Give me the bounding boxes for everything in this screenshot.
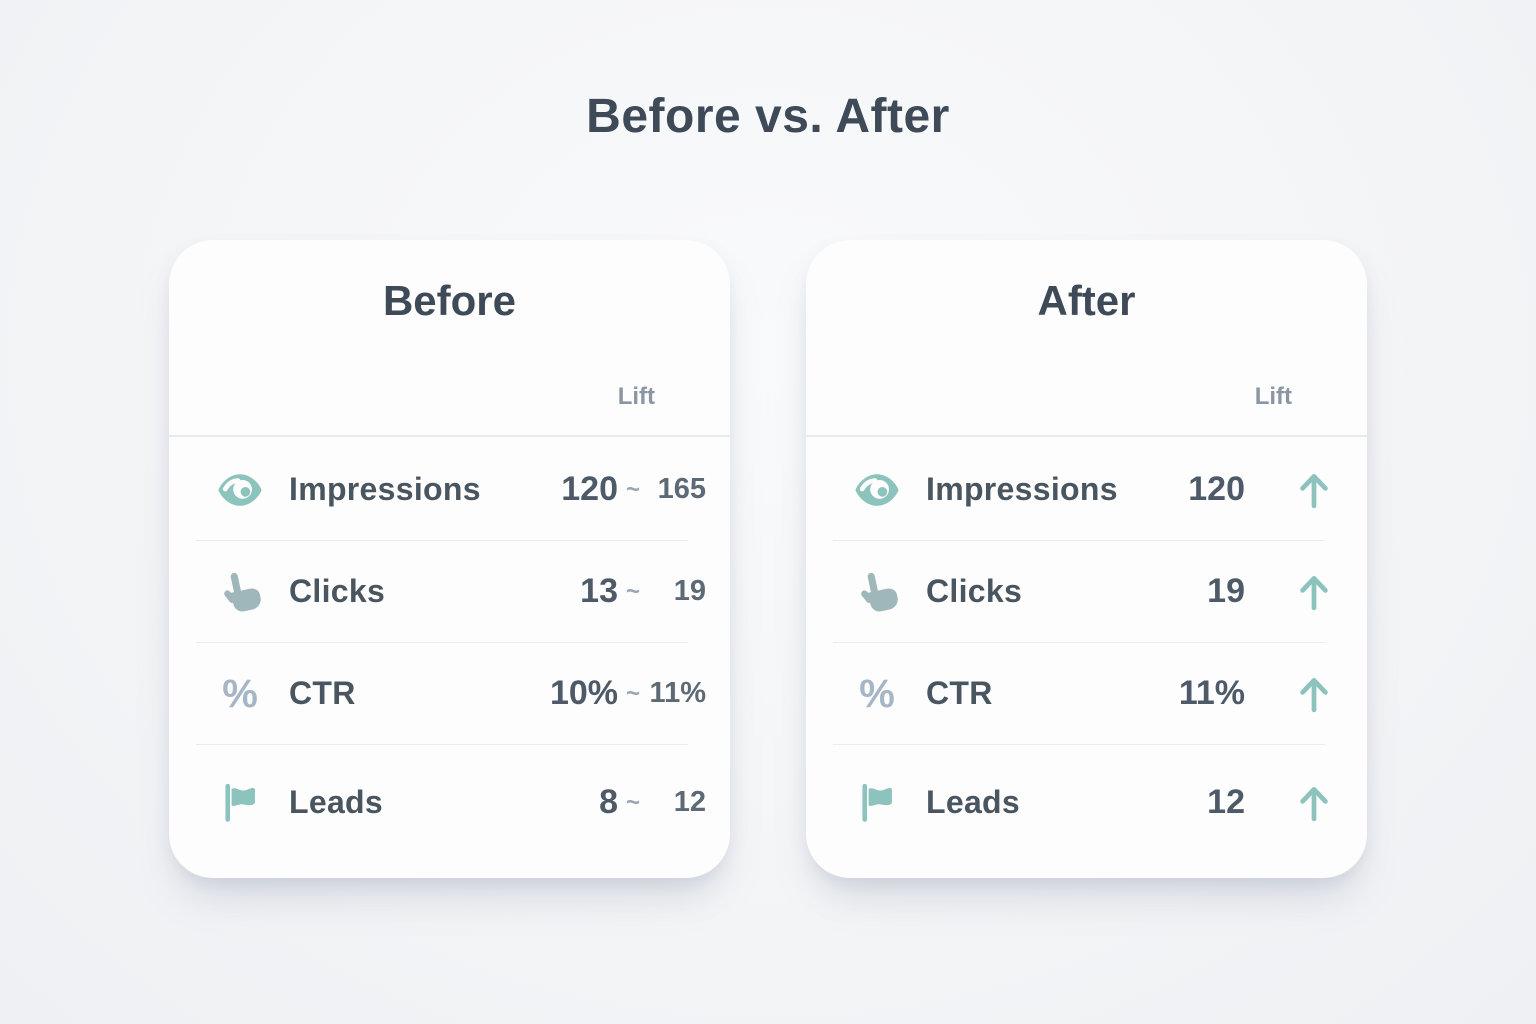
- metric-row-clicks: Clicks 13 ~ 19: [169, 541, 730, 642]
- lift-cell: [1245, 571, 1333, 613]
- metric-label: CTR: [289, 675, 356, 711]
- metric-label: Impressions: [926, 471, 1118, 507]
- metric-label: Leads: [289, 784, 383, 820]
- page-title: Before vs. After: [586, 90, 950, 143]
- up-arrow-icon: [1300, 786, 1328, 821]
- row-divider: [196, 744, 688, 745]
- percent-icon: %: [222, 671, 258, 716]
- after-card: After Lift Impressions 120: [806, 240, 1367, 878]
- metric-value: 8: [599, 783, 618, 821]
- tilde-separator: ~: [625, 577, 640, 605]
- metric-row-impressions: Impressions 120: [806, 439, 1367, 540]
- metric-label: Leads: [926, 784, 1020, 820]
- metric-value: 120: [561, 470, 618, 508]
- metric-label: Clicks: [289, 573, 386, 609]
- lift-cell: [1245, 673, 1333, 715]
- lift-value: 12: [673, 786, 706, 818]
- lift-value: 165: [657, 473, 706, 505]
- row-divider: [833, 642, 1325, 643]
- metric-row-leads: Leads 8 ~ 12: [169, 745, 730, 878]
- row-divider: [833, 540, 1325, 541]
- lift-cell: [1245, 782, 1333, 824]
- up-arrow-icon: [1300, 473, 1328, 508]
- row-divider: [196, 540, 688, 541]
- lift-column-header: Lift: [617, 383, 655, 410]
- lift-value: 11%: [649, 677, 706, 709]
- metric-value: 13: [580, 572, 618, 610]
- eye-icon: [215, 473, 265, 507]
- tilde-separator: ~: [625, 679, 640, 707]
- metric-row-ctr: % CTR 11%: [806, 643, 1367, 744]
- up-arrow-icon: [1300, 575, 1328, 610]
- lift-value: 19: [673, 575, 706, 607]
- tilde-separator: ~: [625, 788, 640, 816]
- tilde-separator: ~: [625, 475, 640, 503]
- lift-cell: [1245, 469, 1333, 511]
- lift-column-header: Lift: [1254, 383, 1292, 410]
- metric-rows: Impressions 120 ~ 165 Clicks: [169, 437, 730, 878]
- up-arrow-icon: [1300, 677, 1328, 712]
- metric-row-clicks: Clicks 19: [806, 541, 1367, 642]
- metric-row-ctr: % CTR 10% ~ 11%: [169, 643, 730, 744]
- before-card: Before Lift Impressions 120 ~ 165: [169, 240, 730, 878]
- metric-value: 12: [1207, 783, 1245, 821]
- metric-value: 120: [1188, 470, 1245, 508]
- hand-pointer-icon: [852, 568, 902, 616]
- metric-label: Clicks: [926, 573, 1023, 609]
- metric-value: 19: [1207, 572, 1245, 610]
- comparison-cards: Before Lift Impressions 120 ~ 165: [0, 240, 1536, 878]
- flag-icon: [215, 780, 265, 826]
- header-divider: [169, 435, 730, 437]
- card-title-before: Before: [382, 277, 517, 324]
- row-divider: [833, 744, 1325, 745]
- header-divider: [806, 435, 1367, 437]
- row-divider: [196, 642, 688, 643]
- hand-pointer-icon: [215, 568, 265, 616]
- metric-rows: Impressions 120: [806, 437, 1367, 878]
- metric-value: 10%: [549, 674, 618, 712]
- metric-row-leads: Leads 12: [806, 745, 1367, 878]
- flag-icon: [852, 780, 902, 826]
- metric-value: 11%: [1178, 674, 1245, 712]
- metric-label: Impressions: [289, 471, 481, 507]
- eye-icon: [852, 473, 902, 507]
- percent-icon: %: [859, 671, 895, 716]
- card-title-after: After: [1037, 277, 1136, 324]
- metric-label: CTR: [926, 675, 993, 711]
- metric-row-impressions: Impressions 120 ~ 165: [169, 439, 730, 540]
